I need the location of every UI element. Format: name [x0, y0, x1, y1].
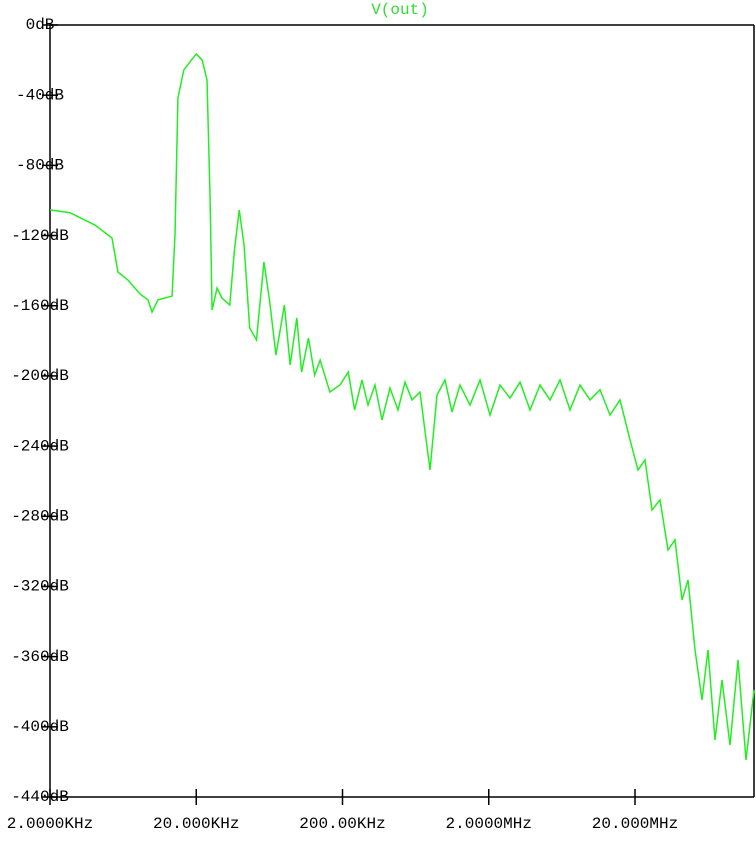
y-tick-label: -440dB	[11, 788, 69, 806]
data-line	[49, 52, 755, 761]
x-tick-label: 20.000KHz	[153, 815, 239, 833]
y-tick-label: -200dB	[11, 367, 69, 385]
y-tick-label: -400dB	[11, 718, 69, 736]
x-tick-label: 20.000MHz	[592, 815, 678, 833]
x-tick-label: 2.0000MHz	[446, 815, 532, 833]
x-tick-label: 2.0000KHz	[7, 815, 93, 833]
x-tick-label: 200.00KHz	[299, 815, 385, 833]
y-tick-label: 0dB	[26, 16, 55, 34]
y-tick-label: -40dB	[16, 86, 64, 104]
y-tick-label: -320dB	[11, 578, 69, 596]
y-tick-label: -160dB	[11, 297, 69, 315]
y-tick-label: -120dB	[11, 227, 69, 245]
y-tick-label: -360dB	[11, 648, 69, 666]
y-tick-label: -280dB	[11, 507, 69, 525]
y-tick-label: -80dB	[16, 157, 64, 175]
y-tick-label: -240dB	[11, 437, 69, 455]
chart-title: V(out)	[371, 1, 429, 19]
